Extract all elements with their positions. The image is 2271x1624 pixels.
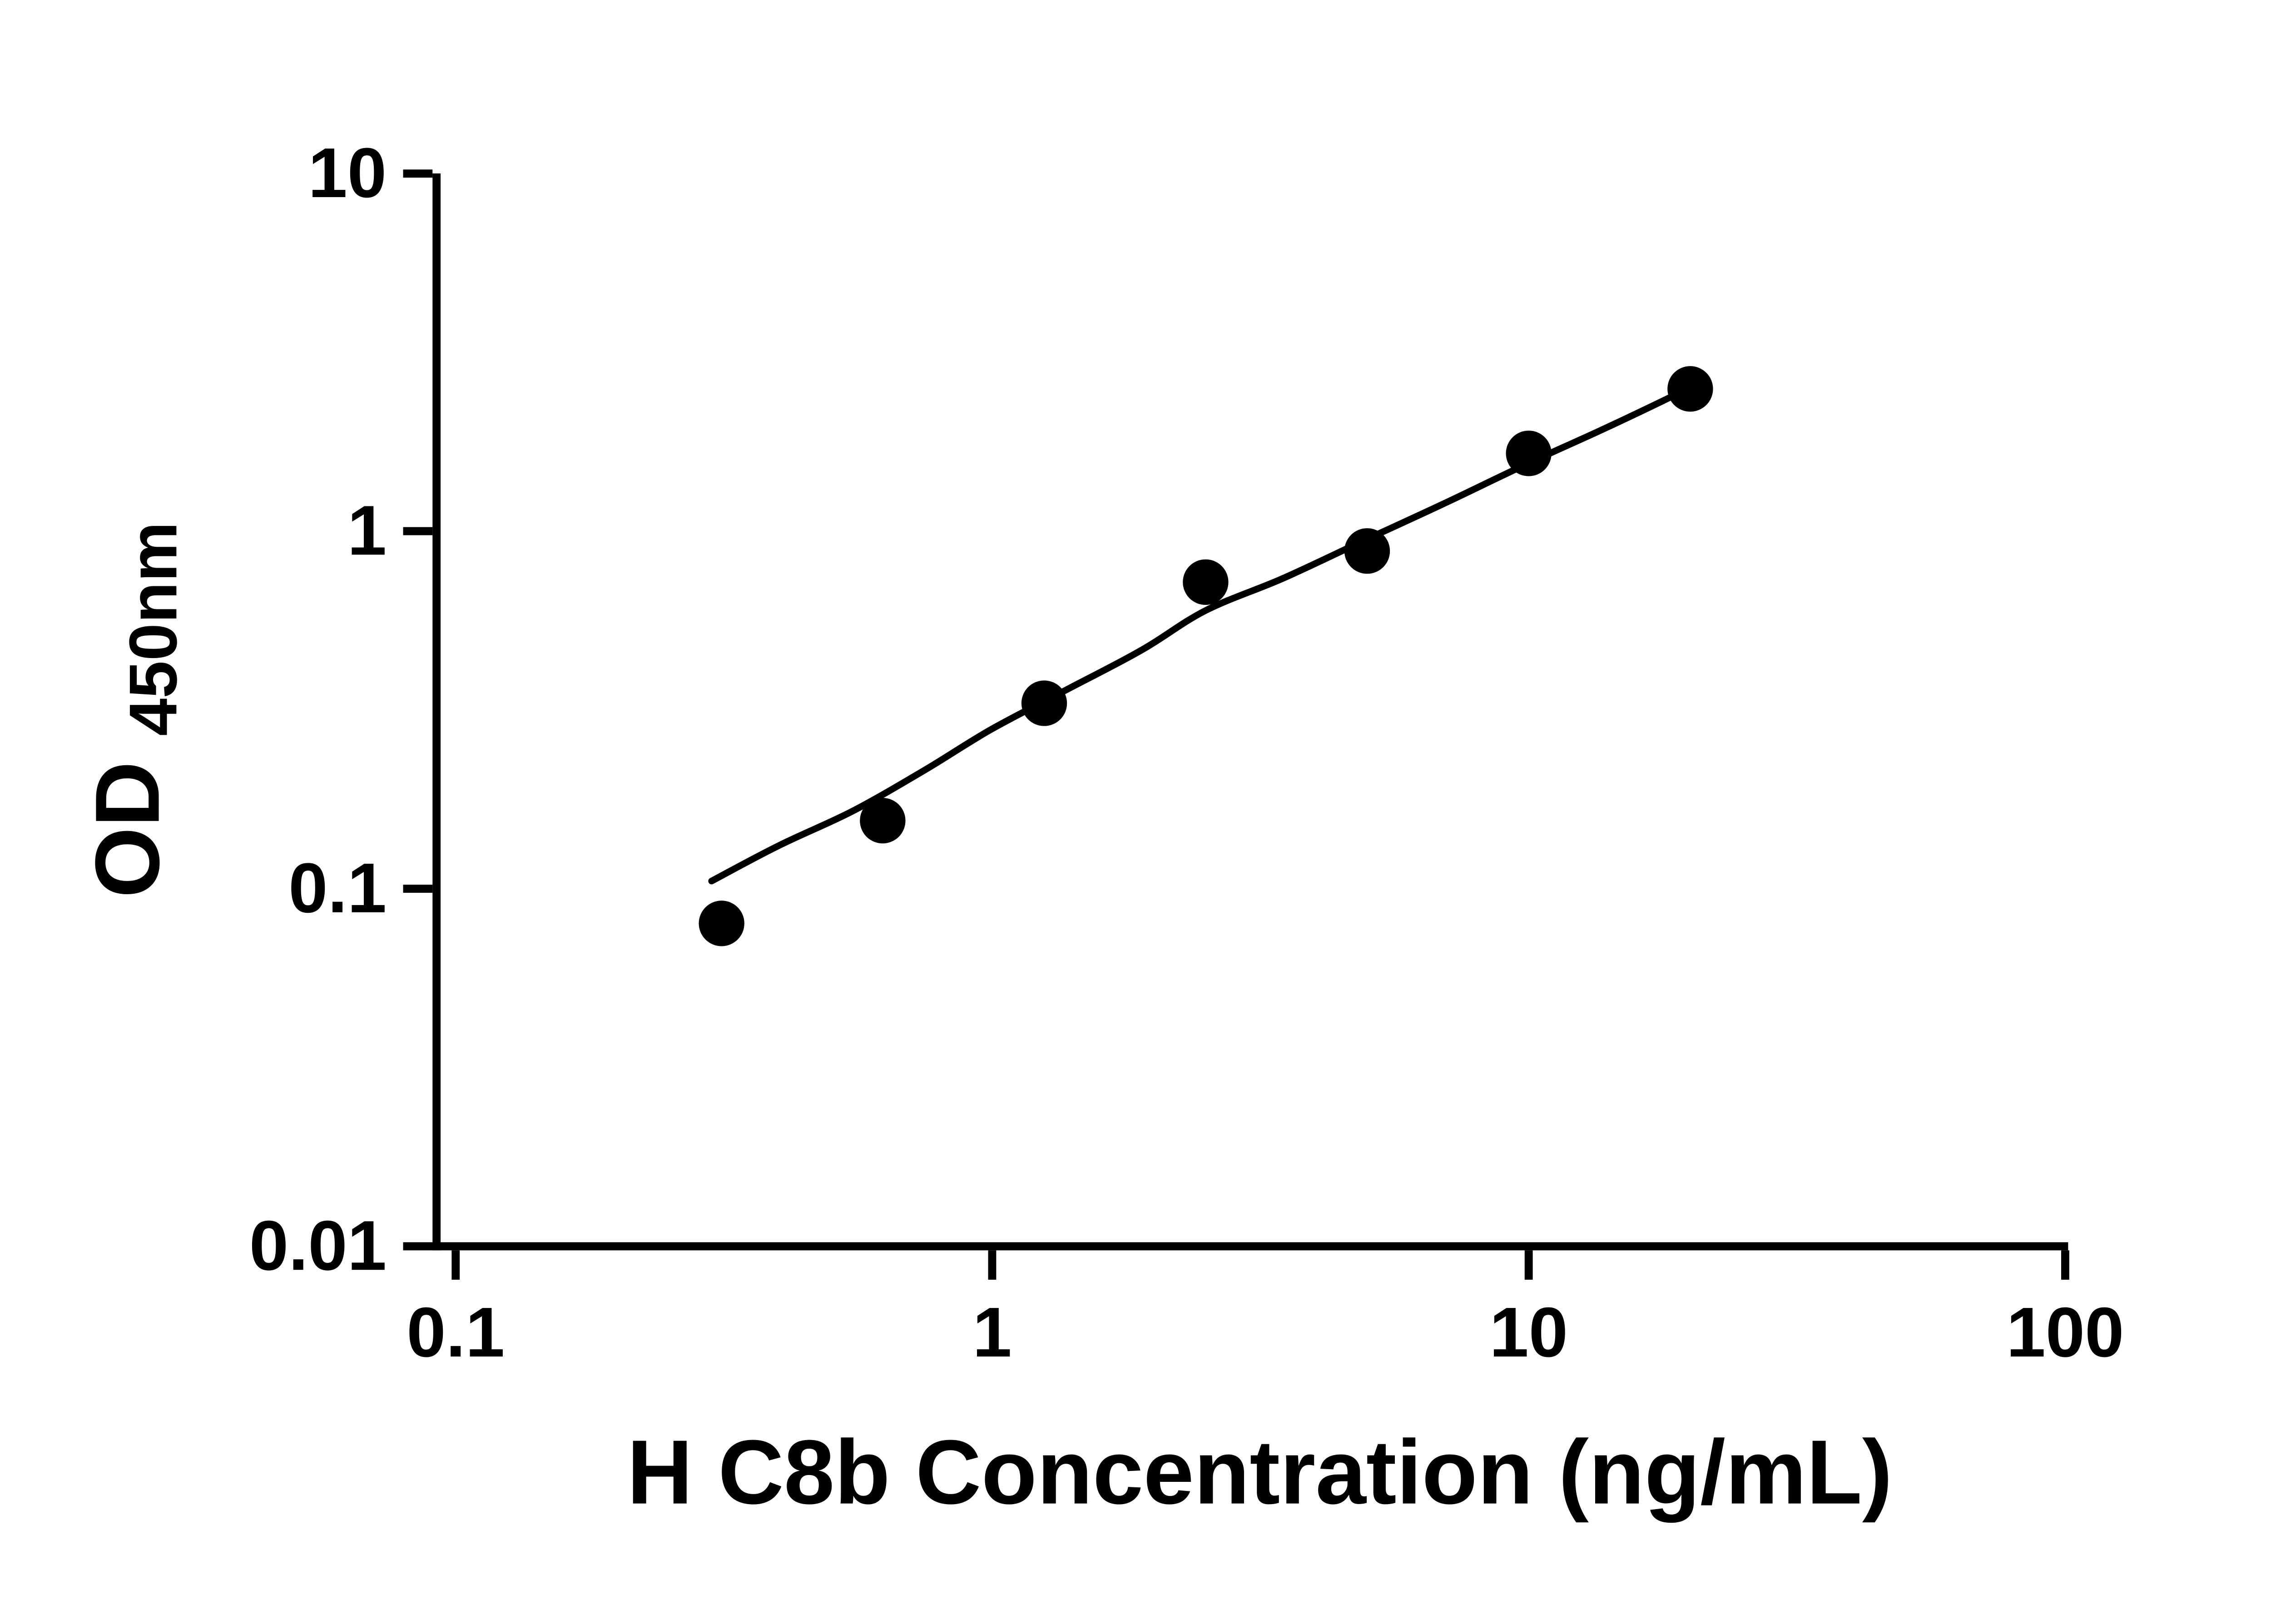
y-axis-title: OD 450nm — [76, 522, 191, 898]
labels-layer: H C8b Concentration (ng/mL) OD 450nm — [76, 522, 1893, 1523]
data-points-layer — [699, 366, 1713, 946]
x-tick-label: 1 — [972, 1292, 1012, 1371]
y-tick-label: 0.01 — [249, 1206, 387, 1285]
x-tick-label: 0.1 — [407, 1292, 505, 1371]
data-point — [1021, 680, 1067, 726]
data-point — [860, 797, 906, 844]
y-tick-label: 10 — [308, 133, 387, 212]
y-axis-title-main: OD — [76, 761, 179, 898]
data-point — [1183, 559, 1229, 605]
y-axis-title-subscript: 450nm — [115, 522, 191, 736]
x-tick-label: 10 — [1489, 1292, 1568, 1371]
data-point — [1344, 528, 1390, 574]
data-point — [1506, 431, 1552, 476]
x-tick-label: 100 — [2006, 1292, 2124, 1371]
y-tick-label: 1 — [347, 490, 387, 569]
axes-layer: 0.1 1 10 100 0.01 0.1 1 10 — [249, 133, 2124, 1371]
y-tick-label: 0.1 — [288, 848, 387, 927]
data-point — [699, 901, 744, 946]
x-axis-title: H C8b Concentration (ng/mL) — [627, 1421, 1892, 1523]
data-point — [1667, 366, 1713, 412]
